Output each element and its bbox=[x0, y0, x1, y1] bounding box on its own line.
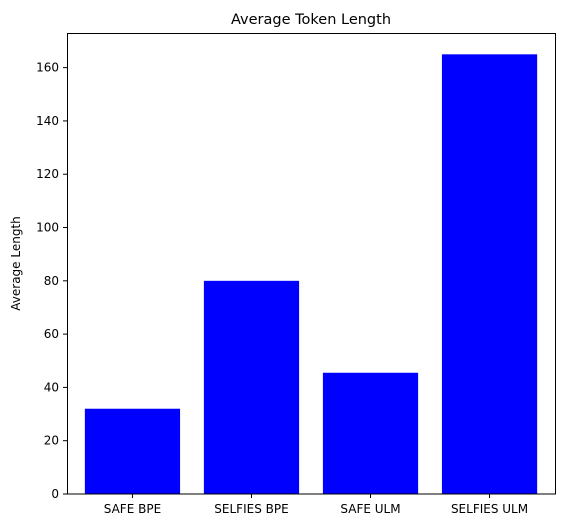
bar-safe-bpe bbox=[84, 408, 181, 494]
x-tick-label: SAFE ULM bbox=[340, 502, 400, 516]
y-axis-ticks: 0 20 40 60 80 100 120 140 160 bbox=[36, 61, 67, 501]
x-tick-label: SELFIES ULM bbox=[451, 502, 528, 516]
plot-frame bbox=[67, 33, 556, 495]
x-axis-ticks: SAFE BPE SELFIES BPE SAFE ULM SELFIES ULM bbox=[104, 494, 528, 516]
y-tick-label: 0 bbox=[51, 487, 59, 501]
y-tick-label: 80 bbox=[44, 274, 59, 288]
x-tick-label: SAFE BPE bbox=[104, 502, 161, 516]
bar-selfies-ulm bbox=[441, 54, 538, 494]
y-tick-label: 40 bbox=[44, 380, 59, 394]
y-tick-label: 20 bbox=[44, 434, 59, 448]
chart-title: Average Token Length bbox=[231, 12, 391, 28]
bar-safe-ulm bbox=[322, 372, 419, 494]
y-tick-label: 120 bbox=[36, 167, 59, 181]
bars-group bbox=[84, 54, 538, 494]
y-axis-label: Average Length bbox=[9, 216, 23, 310]
y-tick-label: 60 bbox=[44, 327, 59, 341]
y-tick-label: 160 bbox=[36, 61, 59, 75]
bar-selfies-bpe bbox=[203, 280, 300, 494]
y-tick-label: 100 bbox=[36, 221, 59, 235]
x-tick-label: SELFIES BPE bbox=[214, 502, 288, 516]
y-tick-label: 140 bbox=[36, 114, 59, 128]
